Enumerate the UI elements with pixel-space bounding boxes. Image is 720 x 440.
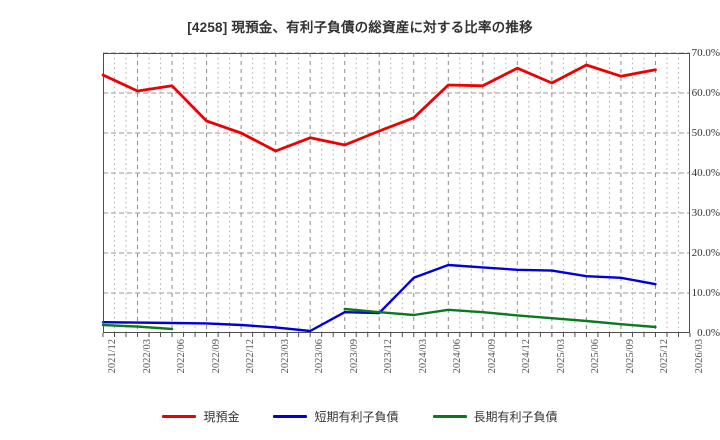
legend-label: 長期有利子負債 [473, 410, 558, 424]
legend-item[interactable]: 短期有利子負債 [273, 408, 399, 425]
y-axis-tick-label: 40.0% [691, 167, 720, 179]
legend-label: 現預金 [203, 410, 240, 424]
x-axis-tick-label: 2022/09 [210, 339, 222, 374]
y-axis-tick-label: 70.0% [691, 47, 720, 59]
x-axis-tick-label: 2022/06 [176, 339, 188, 374]
y-axis-tick-label: 10.0% [691, 287, 720, 299]
x-axis-tick-label: 2025/06 [590, 339, 602, 374]
chart-legend: 現預金 短期有利子負債 長期有利子負債 [0, 408, 720, 425]
legend-color-swatch [273, 415, 308, 418]
x-axis-tick-label: 2025/03 [555, 339, 567, 374]
x-axis-tick-label: 2024/12 [521, 339, 533, 374]
x-axis-tick-label: 2024/09 [486, 339, 498, 374]
y-axis-tick-label: 50.0% [691, 127, 720, 139]
plot-area [101, 52, 691, 337]
x-axis-tick-label: 2026/03 [694, 339, 705, 374]
legend-color-swatch [162, 415, 197, 418]
x-axis-tick-label: 2024/06 [452, 339, 464, 374]
x-axis-tick-label: 2025/09 [624, 339, 636, 374]
chart-title: [4258] 現預金、有利子負債の総資産に対する比率の推移 [187, 20, 533, 35]
x-axis-tick-label: 2022/12 [245, 339, 257, 374]
x-axis-tick-label: 2024/03 [417, 339, 429, 374]
series-line [101, 323, 174, 331]
x-axis-tick-label: 2025/12 [659, 339, 671, 374]
x-axis-tick-label: 2021/12 [107, 339, 118, 374]
x-axis-tick-label: 2023/06 [314, 339, 326, 374]
data-series-layer [101, 63, 657, 333]
x-axis-tick-label: 2023/12 [383, 339, 395, 374]
series-line [343, 307, 657, 329]
legend-item[interactable]: 長期有利子負債 [432, 408, 558, 425]
y-axis-tick-label: 0.0% [697, 327, 720, 339]
plot-frame [103, 53, 690, 333]
y-axis-tick-label: 30.0% [691, 207, 720, 219]
legend-color-swatch [432, 415, 467, 418]
y-axis-tick-label: 20.0% [691, 247, 720, 259]
legend-item[interactable]: 現預金 [162, 408, 239, 425]
x-axis-tick-label: 2022/03 [141, 339, 153, 374]
legend-label: 短期有利子負債 [314, 410, 399, 424]
x-axis-tick-label: 2023/03 [279, 339, 291, 374]
x-axis-tick-label: 2023/09 [348, 339, 360, 374]
y-axis-tick-label: 60.0% [691, 87, 720, 99]
series-line [101, 63, 657, 153]
